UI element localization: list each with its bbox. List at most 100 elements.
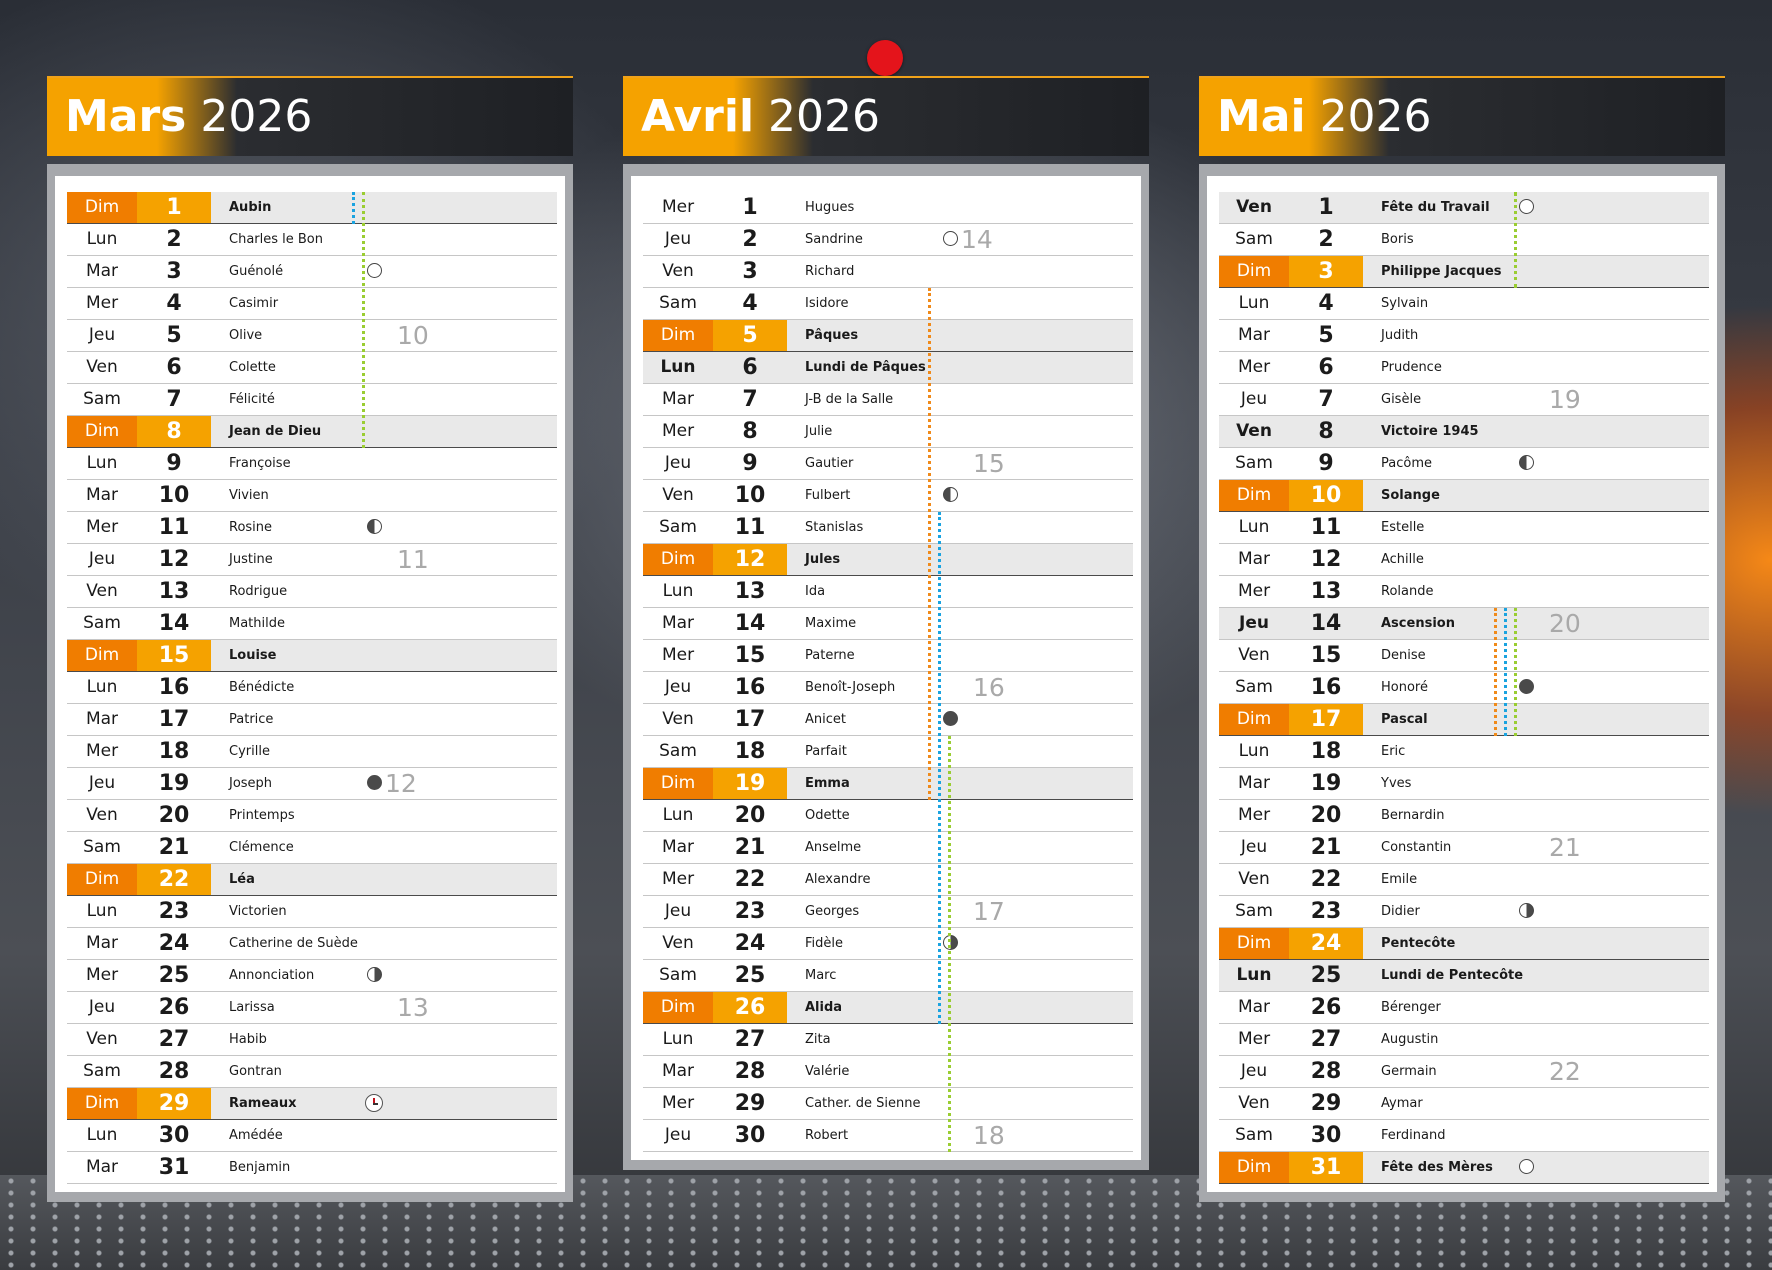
day-number: 9 <box>166 451 182 476</box>
saint-name: Pascal <box>1381 712 1428 727</box>
day-number: 11 <box>158 515 190 540</box>
weekday-label: Sam <box>1235 229 1273 249</box>
day-row: Lun 25 Lundi de Pentecôte <box>1219 960 1709 992</box>
weekday-label: Jeu <box>664 901 692 921</box>
day-row: Jeu 30 Robert 18 <box>643 1120 1133 1152</box>
saint-name: Catherine de Suède <box>229 936 358 951</box>
weekday-label: Mar <box>661 613 695 633</box>
day-row: Ven 22 Emile <box>1219 864 1709 896</box>
day-row: Mar 31 Benjamin <box>67 1152 557 1184</box>
day-number: 2 <box>166 227 182 252</box>
day-row: Sam 23 Didier <box>1219 896 1709 928</box>
day-row: Jeu 26 Larissa 13 <box>67 992 557 1024</box>
month-name: Avril <box>641 91 755 142</box>
day-number: 7 <box>1318 387 1334 412</box>
day-number: 26 <box>1310 995 1342 1020</box>
saint-name: Sandrine <box>805 232 863 247</box>
day-number: 1 <box>1318 195 1334 220</box>
day-number: 26 <box>158 995 190 1020</box>
weekday-label: Jeu <box>1240 1061 1268 1081</box>
day-row: Ven 3 Richard <box>643 256 1133 288</box>
week-number: 12 <box>385 769 417 798</box>
new-moon-icon <box>367 775 382 790</box>
day-number: 17 <box>734 707 766 732</box>
day-number: 25 <box>1310 963 1342 988</box>
day-row: Mar 26 Bérenger <box>1219 992 1709 1024</box>
week-number: 16 <box>973 673 1005 702</box>
day-row: Mer 4 Casimir <box>67 288 557 320</box>
day-number: 15 <box>137 640 211 671</box>
weekday-label: Sam <box>1235 453 1273 473</box>
weekday-label: Jeu <box>88 549 116 569</box>
saint-name: Estelle <box>1381 520 1425 535</box>
weekday-label: Mar <box>85 485 119 505</box>
day-number: 1 <box>742 195 758 220</box>
day-number: 11 <box>734 515 766 540</box>
day-number: 4 <box>1318 291 1334 316</box>
month-header: Mars 2026 <box>47 76 573 156</box>
saint-name: Yves <box>1381 776 1412 791</box>
day-row: Lun 2 Charles le Bon <box>67 224 557 256</box>
saint-name: Fête des Mères <box>1381 1160 1493 1175</box>
saint-name: Constantin <box>1381 840 1452 855</box>
saint-name: Pentecôte <box>1381 936 1456 951</box>
school-holiday-dots <box>1514 192 1517 288</box>
weekday-label: Jeu <box>664 1125 692 1145</box>
day-row: Dim 19 Emma <box>643 768 1133 800</box>
saint-name: Bérenger <box>1381 1000 1441 1015</box>
day-number: 17 <box>1289 704 1363 735</box>
saint-name: Honoré <box>1381 680 1428 695</box>
red-dot-marker <box>867 40 903 76</box>
week-number: 15 <box>973 449 1005 478</box>
day-row: Ven 6 Colette <box>67 352 557 384</box>
weekday-label: Lun <box>662 805 694 825</box>
day-row: Sam 14 Mathilde <box>67 608 557 640</box>
saint-name: Gontran <box>229 1064 282 1079</box>
day-number: 28 <box>158 1059 190 1084</box>
saint-name: Patrice <box>229 712 274 727</box>
weekday-label: Lun <box>86 1125 118 1145</box>
day-number: 19 <box>713 768 787 799</box>
saint-name: Victoire 1945 <box>1381 424 1479 439</box>
day-number: 24 <box>1289 928 1363 959</box>
school-holiday-dots <box>1504 608 1507 736</box>
week-number: 21 <box>1549 833 1581 862</box>
weekday-label: Mar <box>661 389 695 409</box>
day-number: 30 <box>158 1123 190 1148</box>
weekday-label: Mer <box>661 645 695 665</box>
day-row: Ven 13 Rodrigue <box>67 576 557 608</box>
saint-name: Rolande <box>1381 584 1434 599</box>
full-moon-icon <box>367 263 382 278</box>
new-moon-icon <box>1519 679 1534 694</box>
saint-name: Odette <box>805 808 850 823</box>
day-row: Dim 22 Léa <box>67 864 557 896</box>
saint-name: Fulbert <box>805 488 851 503</box>
saint-name: Cyrille <box>229 744 270 759</box>
school-holiday-dots <box>928 288 931 800</box>
saint-name: Emma <box>805 776 850 791</box>
first-quarter-moon-icon <box>367 967 382 982</box>
day-row: Sam 25 Marc <box>643 960 1133 992</box>
day-number: 8 <box>1318 419 1334 444</box>
day-number: 27 <box>158 1027 190 1052</box>
saint-name: Germain <box>1381 1064 1437 1079</box>
day-number: 7 <box>742 387 758 412</box>
day-row: Ven 15 Denise <box>1219 640 1709 672</box>
saint-name: Lundi de Pâques <box>805 360 926 375</box>
week-number: 10 <box>397 321 429 350</box>
weekday-label: Mer <box>661 197 695 217</box>
day-number: 14 <box>158 611 190 636</box>
day-row: Mer 1 Hugues <box>643 192 1133 224</box>
new-moon-icon <box>943 711 958 726</box>
weekday-label: Mer <box>85 293 119 313</box>
day-row: Mer 27 Augustin <box>1219 1024 1709 1056</box>
day-row: Mer 29 Cather. de Sienne <box>643 1088 1133 1120</box>
day-row: Mer 25 Annonciation <box>67 960 557 992</box>
day-row: Dim 29 Rameaux <box>67 1088 557 1120</box>
day-row: Jeu 23 Georges 17 <box>643 896 1133 928</box>
saint-name: Vivien <box>229 488 269 503</box>
saint-name: Jules <box>805 552 841 567</box>
saint-name: Valérie <box>805 1064 850 1079</box>
weekday-label: Ven <box>86 581 118 601</box>
day-row: Jeu 2 Sandrine 14 <box>643 224 1133 256</box>
